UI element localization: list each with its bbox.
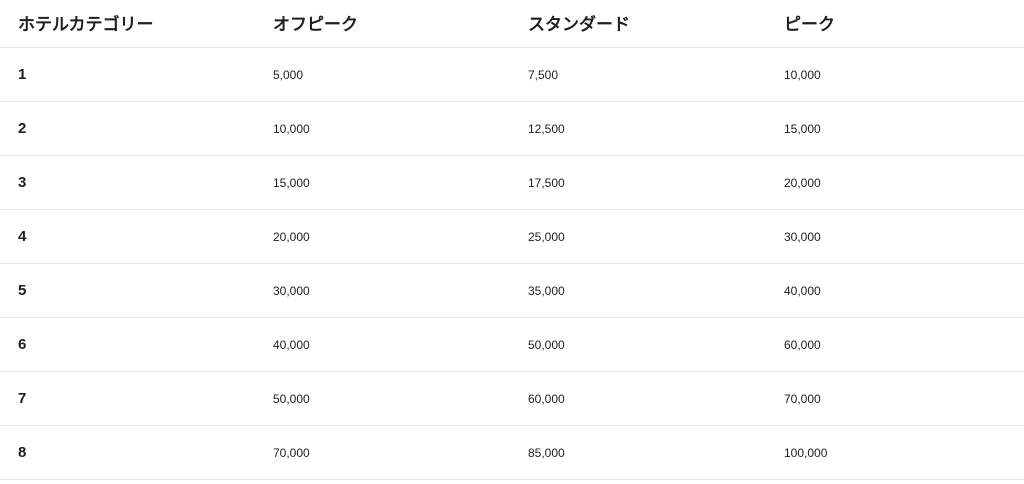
standard-cell: 50,000 bbox=[510, 317, 766, 372]
standard-cell: 60,000 bbox=[510, 371, 766, 426]
table-row: 3 15,000 17,500 20,000 bbox=[0, 155, 1024, 210]
category-cell: 8 bbox=[0, 425, 255, 480]
peak-cell: 30,000 bbox=[766, 209, 1024, 264]
off-peak-cell: 20,000 bbox=[255, 209, 510, 264]
standard-cell: 7,500 bbox=[510, 47, 766, 102]
standard-cell: 25,000 bbox=[510, 209, 766, 264]
peak-cell: 20,000 bbox=[766, 155, 1024, 210]
category-cell: 7 bbox=[0, 371, 255, 426]
off-peak-cell: 10,000 bbox=[255, 101, 510, 156]
off-peak-cell: 5,000 bbox=[255, 47, 510, 102]
header-standard: スタンダード bbox=[510, 0, 766, 48]
header-row: ホテルカテゴリー オフピーク スタンダード ピーク bbox=[0, 0, 1024, 48]
category-cell: 2 bbox=[0, 101, 255, 156]
standard-cell: 12,500 bbox=[510, 101, 766, 156]
peak-cell: 40,000 bbox=[766, 263, 1024, 318]
header-off-peak: オフピーク bbox=[255, 0, 510, 48]
table-row: 4 20,000 25,000 30,000 bbox=[0, 209, 1024, 264]
peak-cell: 100,000 bbox=[766, 425, 1024, 480]
category-cell: 4 bbox=[0, 209, 255, 264]
category-cell: 6 bbox=[0, 317, 255, 372]
peak-cell: 15,000 bbox=[766, 101, 1024, 156]
category-cell: 3 bbox=[0, 155, 255, 210]
table-row: 1 5,000 7,500 10,000 bbox=[0, 47, 1024, 102]
peak-cell: 10,000 bbox=[766, 47, 1024, 102]
peak-cell: 60,000 bbox=[766, 317, 1024, 372]
off-peak-cell: 15,000 bbox=[255, 155, 510, 210]
table-row: 7 50,000 60,000 70,000 bbox=[0, 371, 1024, 426]
table-row: 8 70,000 85,000 100,000 bbox=[0, 425, 1024, 480]
standard-cell: 17,500 bbox=[510, 155, 766, 210]
header-peak: ピーク bbox=[766, 0, 1024, 48]
header-hotel-category: ホテルカテゴリー bbox=[0, 0, 255, 48]
table-row: 2 10,000 12,500 15,000 bbox=[0, 101, 1024, 156]
off-peak-cell: 30,000 bbox=[255, 263, 510, 318]
off-peak-cell: 70,000 bbox=[255, 425, 510, 480]
off-peak-cell: 50,000 bbox=[255, 371, 510, 426]
category-cell: 1 bbox=[0, 47, 255, 102]
table-row: 6 40,000 50,000 60,000 bbox=[0, 317, 1024, 372]
table-row: 5 30,000 35,000 40,000 bbox=[0, 263, 1024, 318]
peak-cell: 70,000 bbox=[766, 371, 1024, 426]
standard-cell: 85,000 bbox=[510, 425, 766, 480]
category-cell: 5 bbox=[0, 263, 255, 318]
off-peak-cell: 40,000 bbox=[255, 317, 510, 372]
standard-cell: 35,000 bbox=[510, 263, 766, 318]
